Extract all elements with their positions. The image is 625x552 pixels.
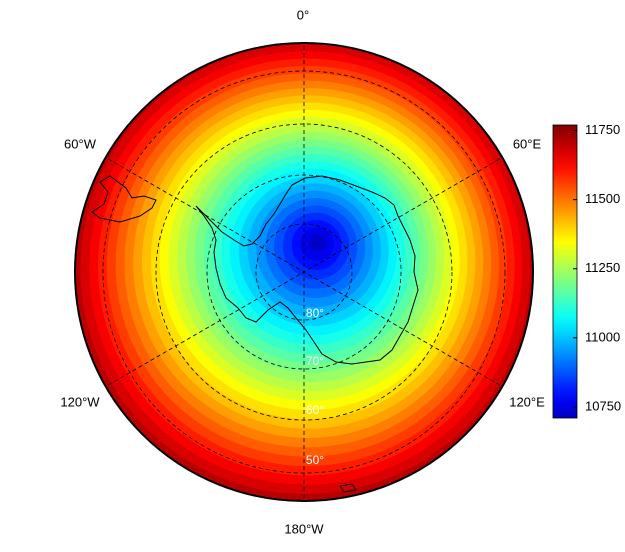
longitude-label: 180°W — [284, 521, 324, 536]
map-frame — [74, 42, 534, 502]
colorbar-tick-label: 11250 — [585, 260, 620, 275]
island — [339, 483, 357, 493]
longitude-label: 0° — [297, 7, 309, 22]
colorbar-tick-label: 11000 — [585, 329, 620, 344]
colorbar-tick-label: 10750 — [585, 398, 621, 413]
coastlines — [91, 175, 419, 493]
graticule-labels: 0° 60°E 120°E 180°W 120°W 60°W 80° 70° 60° 50° — [60, 7, 545, 536]
south-america-coast — [91, 175, 157, 223]
longitude-label: 60°E — [513, 136, 542, 151]
field-band — [309, 234, 326, 252]
graticule — [95, 43, 513, 501]
latitude-label: 80° — [306, 306, 324, 320]
data-field — [75, 43, 533, 501]
colorbar-tick-label: 11750 — [585, 122, 620, 137]
longitude-label: 120°W — [60, 394, 100, 409]
longitude-label: 60°W — [64, 136, 97, 151]
latitude-label: 60° — [306, 403, 324, 417]
colorbar: 10750 11000 11250 11500 11750 — [552, 122, 621, 419]
colorbar-scale — [552, 124, 578, 419]
longitude-label: 120°E — [509, 394, 545, 409]
latitude-label: 50° — [306, 453, 324, 467]
colorbar-tick-label: 11500 — [585, 191, 620, 206]
antarctica-coast — [195, 175, 419, 365]
meridian-line — [95, 151, 513, 393]
latitude-label: 70° — [306, 354, 324, 368]
